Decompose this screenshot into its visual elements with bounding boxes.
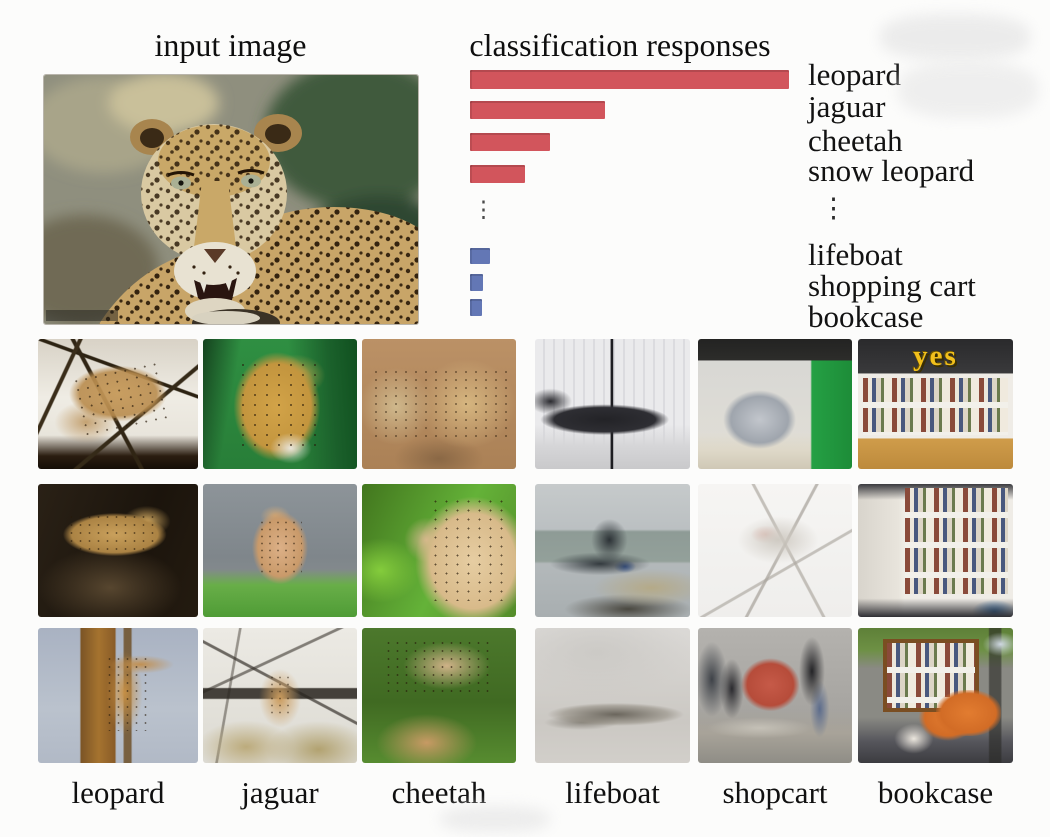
bar-snow-leopard: [470, 165, 525, 183]
watermark-smudge: [898, 62, 1038, 118]
column-label-shopcart: shopcart: [722, 775, 828, 810]
bar-shopping-cart: [470, 274, 483, 291]
example-image-cheetah-3: [362, 628, 516, 763]
watermark-smudge: [440, 806, 550, 832]
response-label-shopping-cart: shopping cart: [808, 268, 976, 303]
bar-lifeboat: [470, 248, 490, 264]
input-image-photo: [43, 74, 419, 325]
example-image-bookcase-3: [858, 628, 1013, 763]
response-label-snow-leopard: snow leopard: [808, 153, 975, 188]
example-image-cheetah-1: [362, 339, 516, 469]
example-image-lifeboat-2: [535, 484, 690, 617]
column-label-lifeboat: lifeboat: [565, 775, 660, 810]
example-image-lifeboat-1: [535, 339, 690, 469]
example-image-shopcart-3: [698, 628, 852, 763]
column-label-cheetah: cheetah: [391, 775, 487, 810]
example-image-jaguar-1: [203, 339, 357, 469]
bar-cheetah: [470, 133, 550, 151]
response-label-jaguar: jaguar: [808, 89, 886, 124]
response-label-lifeboat: lifeboat: [808, 237, 903, 272]
example-image-leopard-3: [38, 628, 198, 763]
column-label-jaguar: jaguar: [241, 775, 319, 810]
example-image-jaguar-3: [203, 628, 357, 763]
input-image-heading: input image: [154, 27, 307, 63]
column-label-bookcase: bookcase: [877, 775, 994, 810]
bar-jaguar: [470, 101, 605, 119]
example-image-leopard-2: [38, 484, 198, 617]
watermark-smudge: [880, 14, 1030, 60]
column-label-leopard: leopard: [71, 775, 165, 810]
yes-overlay-text: yes: [913, 340, 958, 372]
classification-responses-heading: classification responses: [469, 27, 771, 63]
example-image-leopard-1: [38, 339, 198, 469]
response-label-bookcase: bookcase: [808, 299, 924, 334]
response-label-leopard: leopard: [808, 57, 901, 92]
example-image-jaguar-2: [203, 484, 357, 617]
bars-ellipsis: ⋮: [472, 197, 495, 222]
leopard-illustration: [44, 75, 418, 324]
bar-leopard: [470, 70, 789, 89]
bar-bookcase: [470, 299, 482, 316]
example-image-shopcart-2: [698, 484, 852, 617]
labels-ellipsis: ⋮: [820, 193, 847, 223]
example-image-bookcase-2: [858, 484, 1013, 617]
example-image-lifeboat-3: [535, 628, 690, 763]
response-label-cheetah: cheetah: [808, 123, 903, 158]
example-image-cheetah-2: [362, 484, 516, 617]
example-image-shopcart-1: [698, 339, 852, 469]
example-image-bookcase-1: yes: [858, 339, 1013, 469]
